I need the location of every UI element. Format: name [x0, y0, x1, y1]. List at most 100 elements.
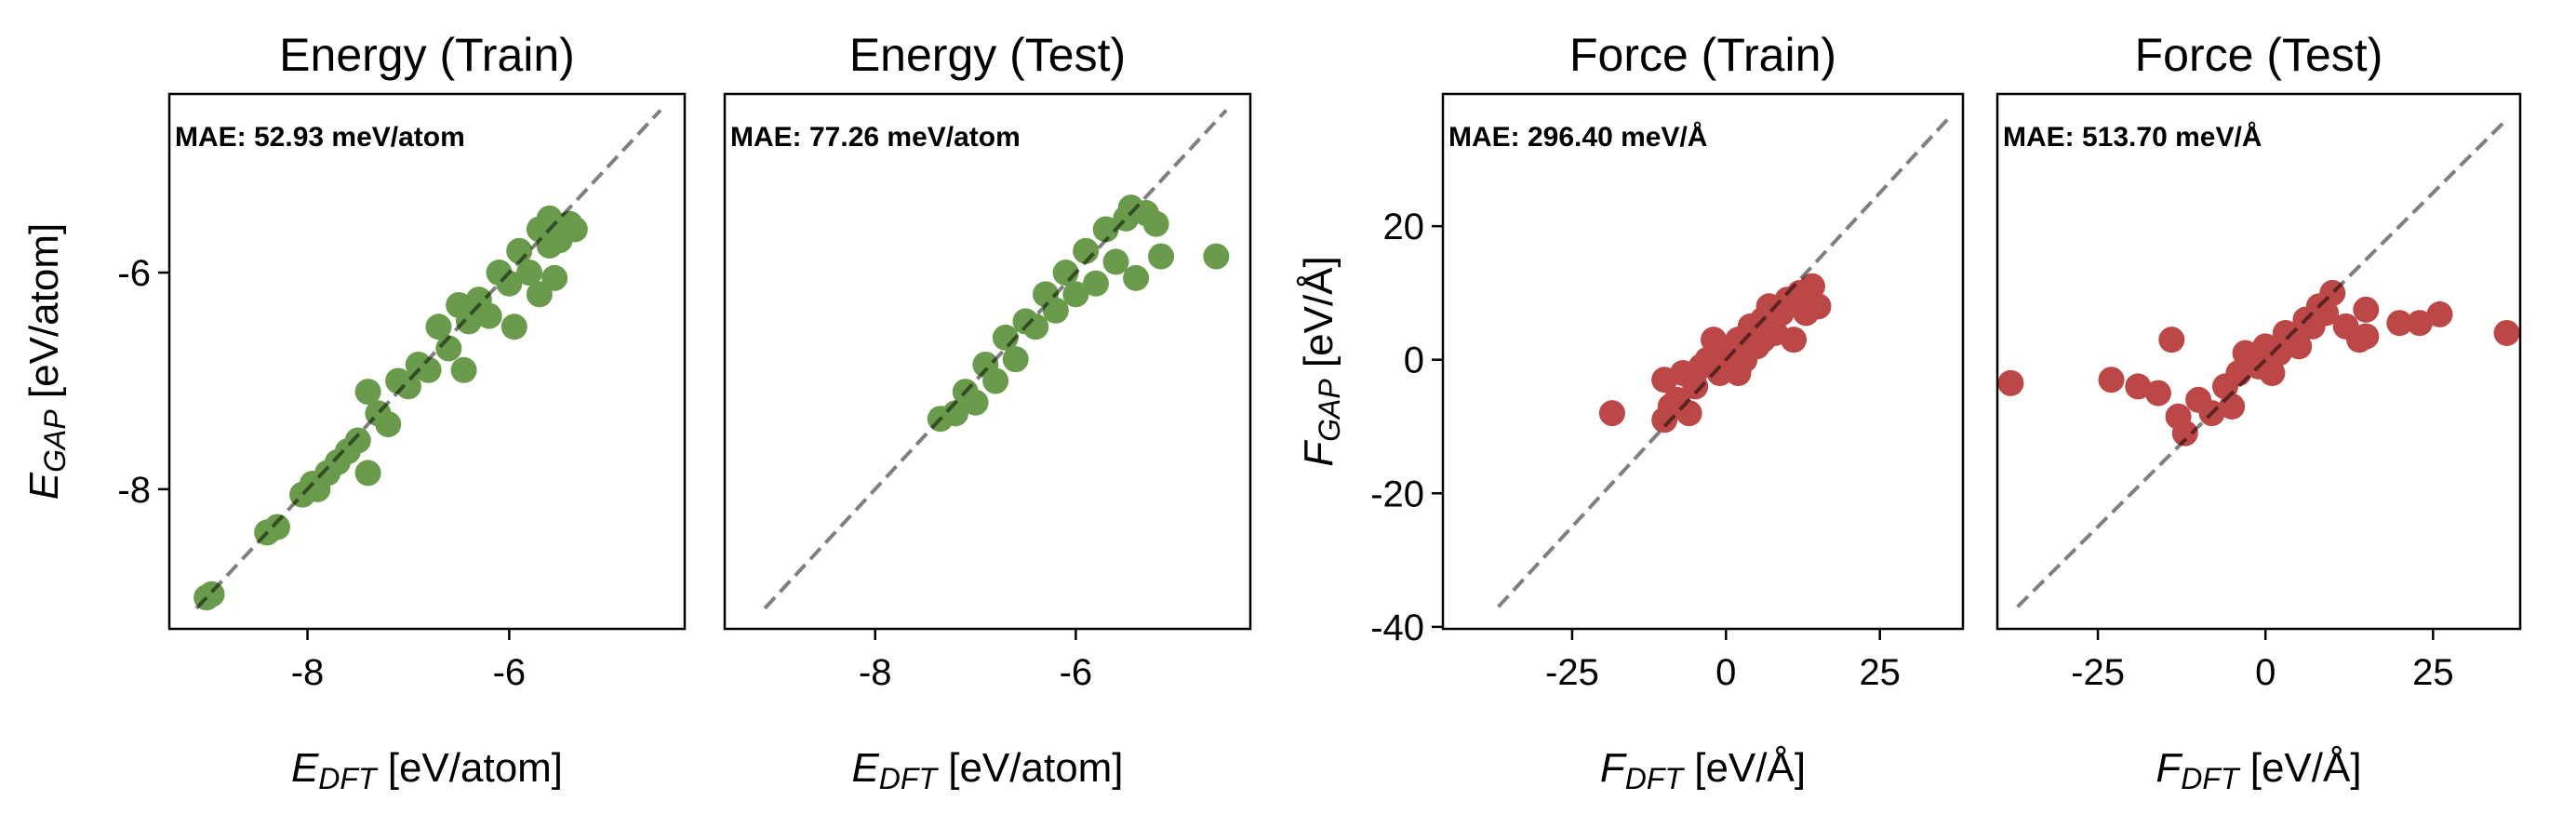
chart-title: Force (Test) — [2135, 29, 2383, 81]
y-axis-label-unit: [eV/atom] — [21, 223, 67, 410]
data-point — [1682, 373, 1709, 400]
x-tick-label: 25 — [2412, 652, 2454, 693]
data-point — [1142, 210, 1169, 237]
data-point — [1062, 281, 1089, 308]
scatter-points — [1997, 279, 2520, 447]
data-point — [1598, 400, 1625, 427]
axes-frame — [723, 92, 1252, 631]
data-point — [516, 260, 543, 287]
mae-annotation: MAE: 52.93 meV/atom — [175, 122, 465, 153]
data-point — [1781, 327, 1808, 354]
x-tick-label: 25 — [1859, 652, 1901, 693]
y-axis-label-main: E — [21, 472, 67, 500]
data-point — [1102, 248, 1129, 275]
data-point — [982, 367, 1009, 394]
data-point — [1798, 273, 1825, 300]
x-axis-label-main: E — [291, 745, 319, 791]
data-point — [1203, 243, 1230, 270]
data-point — [354, 379, 381, 406]
panel-1: Energy (Train) MAE: 52.93 meV/atom -8 -6 -8 -… — [21, 29, 687, 795]
scatter-points — [927, 194, 1230, 433]
x-tick-label: -6 — [493, 652, 527, 693]
data-point — [2426, 300, 2453, 327]
x-tick-label: -8 — [859, 652, 892, 693]
x-tick-label: 0 — [2255, 652, 2276, 693]
data-point — [2286, 333, 2313, 360]
data-point — [2125, 373, 2152, 400]
y-tick-label: 20 — [1383, 207, 1425, 247]
data-point — [1148, 243, 1175, 270]
y-axis-label: EGAP [eV/atom] — [21, 223, 72, 500]
y-tick-label: -8 — [117, 470, 151, 511]
panel-4: Force (Test) MAE: 513.70 meV/Å -25 0 25 FDFT … — [1995, 29, 2522, 795]
scatter-points — [1598, 273, 1832, 434]
y-axis-label-sub: GAP — [1313, 379, 1346, 442]
mae-annotation: MAE: 513.70 meV/Å — [2003, 122, 2262, 153]
x-tick-label: -8 — [291, 652, 325, 693]
data-point — [1997, 369, 2024, 396]
data-point — [415, 356, 442, 383]
data-point — [1002, 346, 1029, 373]
x-axis-label: EDFT [eV/atom] — [851, 745, 1123, 795]
x-axis-label-unit: [eV/atom] — [937, 745, 1124, 791]
y-tick-label: 0 — [1404, 340, 1424, 381]
data-point — [2386, 310, 2413, 337]
x-axis-label-main: E — [851, 745, 879, 791]
y-axis-label-unit: [eV/Å] — [1296, 256, 1341, 379]
data-point — [2158, 327, 2185, 354]
axes-frame — [1995, 92, 2522, 631]
data-point — [450, 356, 477, 383]
y-axis-label: FGAP [eV/Å] — [1296, 256, 1346, 467]
data-point — [354, 460, 381, 487]
data-point — [2171, 420, 2198, 447]
parity-line — [763, 109, 1228, 610]
y-tick-label: -6 — [117, 253, 151, 294]
data-point — [1082, 270, 1109, 297]
y-axis-label-sub: GAP — [38, 409, 72, 473]
data-point — [394, 373, 421, 400]
x-tick-label: -6 — [1060, 652, 1093, 693]
x-axis-label: FDFT [eV/Å] — [2156, 745, 2361, 795]
panel-2: Energy (Test) MAE: 77.26 meV/atom -8 -6 EDFT… — [723, 29, 1252, 795]
parity-line — [194, 109, 662, 610]
x-axis-label: FDFT [eV/Å] — [1600, 745, 1806, 795]
chart-title: Energy (Test) — [849, 29, 1126, 81]
panel-3: Force (Train) MAE: 296.40 meV/Å -25 0 25 -40 -… — [1296, 29, 1965, 795]
data-point — [455, 308, 482, 335]
data-point — [1123, 264, 1150, 291]
data-point — [344, 427, 371, 454]
data-point — [375, 411, 402, 438]
y-axis-label-main: F — [1296, 440, 1341, 467]
data-point — [2219, 393, 2246, 420]
axes-frame — [1441, 92, 1965, 631]
chart-title: Force (Train) — [1569, 29, 1836, 81]
x-axis-label-unit: [eV/Å] — [2239, 745, 2362, 791]
data-point — [561, 216, 588, 243]
data-point — [1092, 216, 1119, 243]
x-axis-label-unit: [eV/Å] — [1683, 745, 1806, 791]
data-point — [264, 514, 291, 540]
x-tick-label: -25 — [2071, 652, 2125, 693]
y-tick-label: -20 — [1370, 474, 1424, 514]
axes-frame — [167, 92, 687, 631]
x-tick-label: 0 — [1715, 652, 1736, 693]
parity-line — [2016, 117, 2509, 608]
data-point — [2353, 323, 2380, 350]
data-point — [2353, 296, 2380, 323]
data-point — [475, 302, 502, 329]
data-point — [2493, 319, 2520, 346]
x-axis-label-unit: [eV/atom] — [377, 745, 564, 791]
x-axis-label-sub: DFT — [318, 762, 379, 795]
x-axis-label-sub: DFT — [1625, 762, 1686, 795]
data-point — [1675, 400, 1702, 427]
data-point — [962, 389, 989, 416]
data-point — [425, 314, 452, 340]
data-point — [541, 264, 568, 291]
x-axis-label-main: F — [1600, 745, 1627, 791]
data-point — [2098, 367, 2125, 394]
y-tick-label: -40 — [1370, 607, 1424, 648]
x-axis-label-sub: DFT — [2181, 762, 2241, 795]
x-axis-label: EDFT [eV/atom] — [291, 745, 563, 795]
x-tick-label: -25 — [1545, 652, 1599, 693]
